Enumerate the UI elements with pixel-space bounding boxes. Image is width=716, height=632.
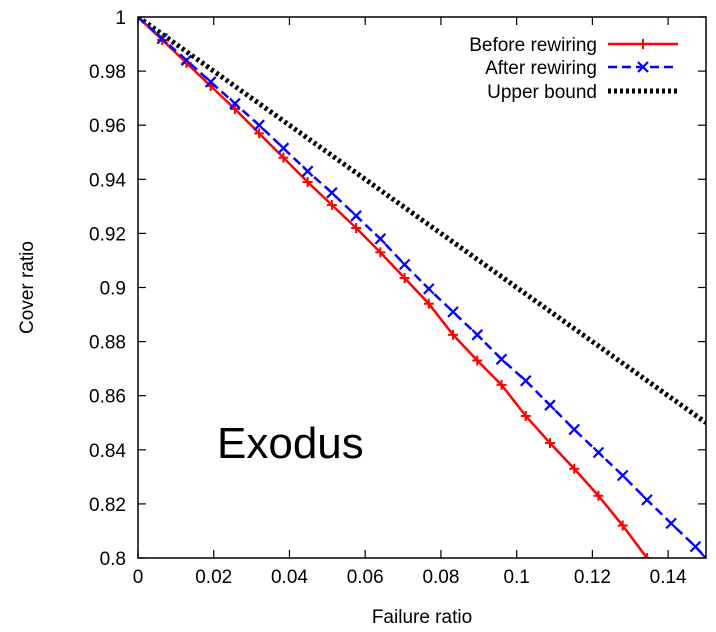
- data-point: [593, 490, 604, 501]
- data-point: [544, 399, 556, 411]
- data-point: [302, 177, 313, 188]
- data-point: [496, 379, 507, 390]
- data-point: [375, 247, 386, 258]
- legend-item: Before rewiring: [469, 35, 678, 56]
- data-point: [689, 540, 702, 553]
- y-tick-label: 0.96: [89, 116, 126, 137]
- series-line: [138, 17, 706, 425]
- y-tick-label: 0.82: [89, 495, 126, 516]
- data-point: [204, 76, 217, 88]
- data-point: [638, 39, 648, 49]
- data-point: [700, 552, 706, 558]
- x-axis: 0 0.02 0.04 0.06 0.08 0.1 0.12 0.14: [133, 17, 687, 588]
- data-point: [351, 222, 362, 233]
- x-tick-label: 0.02: [195, 567, 232, 588]
- x-tick-label: 0.1: [503, 567, 529, 588]
- data-point: [519, 375, 532, 387]
- data-point: [229, 103, 240, 114]
- legend-item: After rewiring: [485, 58, 678, 79]
- y-tick-label: 0.94: [89, 170, 126, 191]
- y-axis-title: Cover ratio: [17, 241, 38, 334]
- data-point: [616, 469, 629, 482]
- chart-annotation: Exodus: [217, 419, 364, 468]
- legend-label: Before rewiring: [469, 35, 597, 56]
- data-point: [423, 283, 435, 295]
- x-tick-label: 0.06: [347, 567, 384, 588]
- x-tick-label: 0.04: [271, 567, 308, 588]
- legend-item: Upper bound: [487, 82, 678, 103]
- series-layer: [138, 17, 706, 558]
- data-point: [665, 517, 677, 530]
- data-point: [254, 128, 265, 139]
- data-point: [520, 410, 531, 421]
- data-point: [472, 355, 483, 366]
- data-point: [447, 306, 459, 318]
- legend-label: Upper bound: [487, 82, 597, 103]
- data-point: [568, 423, 581, 436]
- y-tick-label: 0.98: [89, 62, 126, 83]
- data-point: [374, 233, 387, 245]
- y-tick-label: 0.92: [89, 224, 126, 245]
- data-point: [637, 61, 649, 73]
- x-tick-label: 0.14: [650, 567, 687, 588]
- series-upper-bound: [138, 17, 706, 425]
- y-axis: 0.8 0.82 0.84 0.86 0.88 0.9 0.92 0.94 0.96 0.98 1: [89, 8, 706, 570]
- data-point: [156, 32, 169, 45]
- y-tick-label: 0.86: [89, 387, 126, 408]
- data-point: [495, 353, 508, 365]
- data-point: [399, 273, 410, 284]
- y-tick-label: 0.8: [100, 549, 126, 570]
- data-point: [301, 165, 314, 177]
- y-tick-label: 0.88: [89, 333, 126, 354]
- x-axis-title: Failure ratio: [372, 607, 472, 628]
- data-point: [229, 97, 241, 110]
- legend-label: After rewiring: [485, 58, 597, 79]
- x-tick-label: 0.12: [574, 567, 611, 588]
- data-point: [278, 152, 289, 163]
- series-after-rewiring: [138, 17, 706, 558]
- data-point: [253, 119, 265, 131]
- data-point: [350, 210, 362, 222]
- y-tick-label: 0.84: [89, 441, 126, 462]
- y-tick-label: 1: [115, 8, 126, 29]
- data-point: [592, 446, 605, 459]
- data-point: [641, 494, 653, 506]
- data-point: [180, 54, 193, 67]
- y-tick-label: 0.9: [100, 279, 126, 300]
- data-point: [641, 553, 652, 558]
- data-point: [326, 187, 338, 199]
- data-point: [277, 142, 290, 154]
- x-tick-label: 0.08: [422, 567, 459, 588]
- data-point: [569, 463, 580, 474]
- x-tick-label: 0: [133, 567, 144, 588]
- data-point: [138, 17, 144, 23]
- data-point: [617, 520, 628, 531]
- data-point: [471, 329, 484, 341]
- data-point: [544, 438, 555, 449]
- data-point: [448, 329, 459, 340]
- data-point: [326, 199, 337, 210]
- data-point: [398, 258, 411, 271]
- data-point: [423, 298, 434, 309]
